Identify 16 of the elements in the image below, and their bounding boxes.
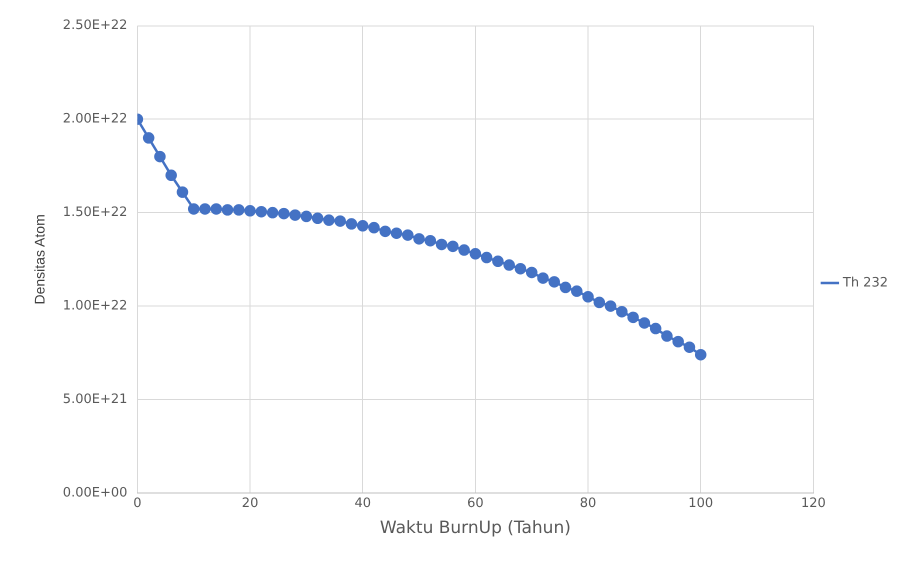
y-tick-label: 1.00E+22 [62, 298, 128, 314]
legend-label: Th 232 [842, 275, 888, 290]
x-tick-label: 80 [580, 496, 596, 512]
x-tick-label: 0 [133, 496, 142, 512]
x-tick-label: 120 [800, 496, 826, 512]
y-tick-label: 1.50E+22 [62, 205, 128, 220]
x-axis-title: Waktu BurnUp (Tahun) [380, 518, 571, 538]
y-tick-label: 2.00E+22 [62, 112, 128, 127]
x-tick-label: 20 [242, 496, 258, 512]
x-tick-label: 100 [688, 496, 714, 512]
x-tick-label: 40 [354, 496, 371, 512]
y-tick-label: 0.00E+00 [62, 485, 128, 500]
y-tick-label: 2.50E+22 [62, 18, 128, 34]
y-tick-label: 5.00E+21 [62, 392, 128, 407]
y-axis-title: Densitas Atom [31, 214, 48, 305]
x-tick-label: 60 [467, 496, 484, 512]
